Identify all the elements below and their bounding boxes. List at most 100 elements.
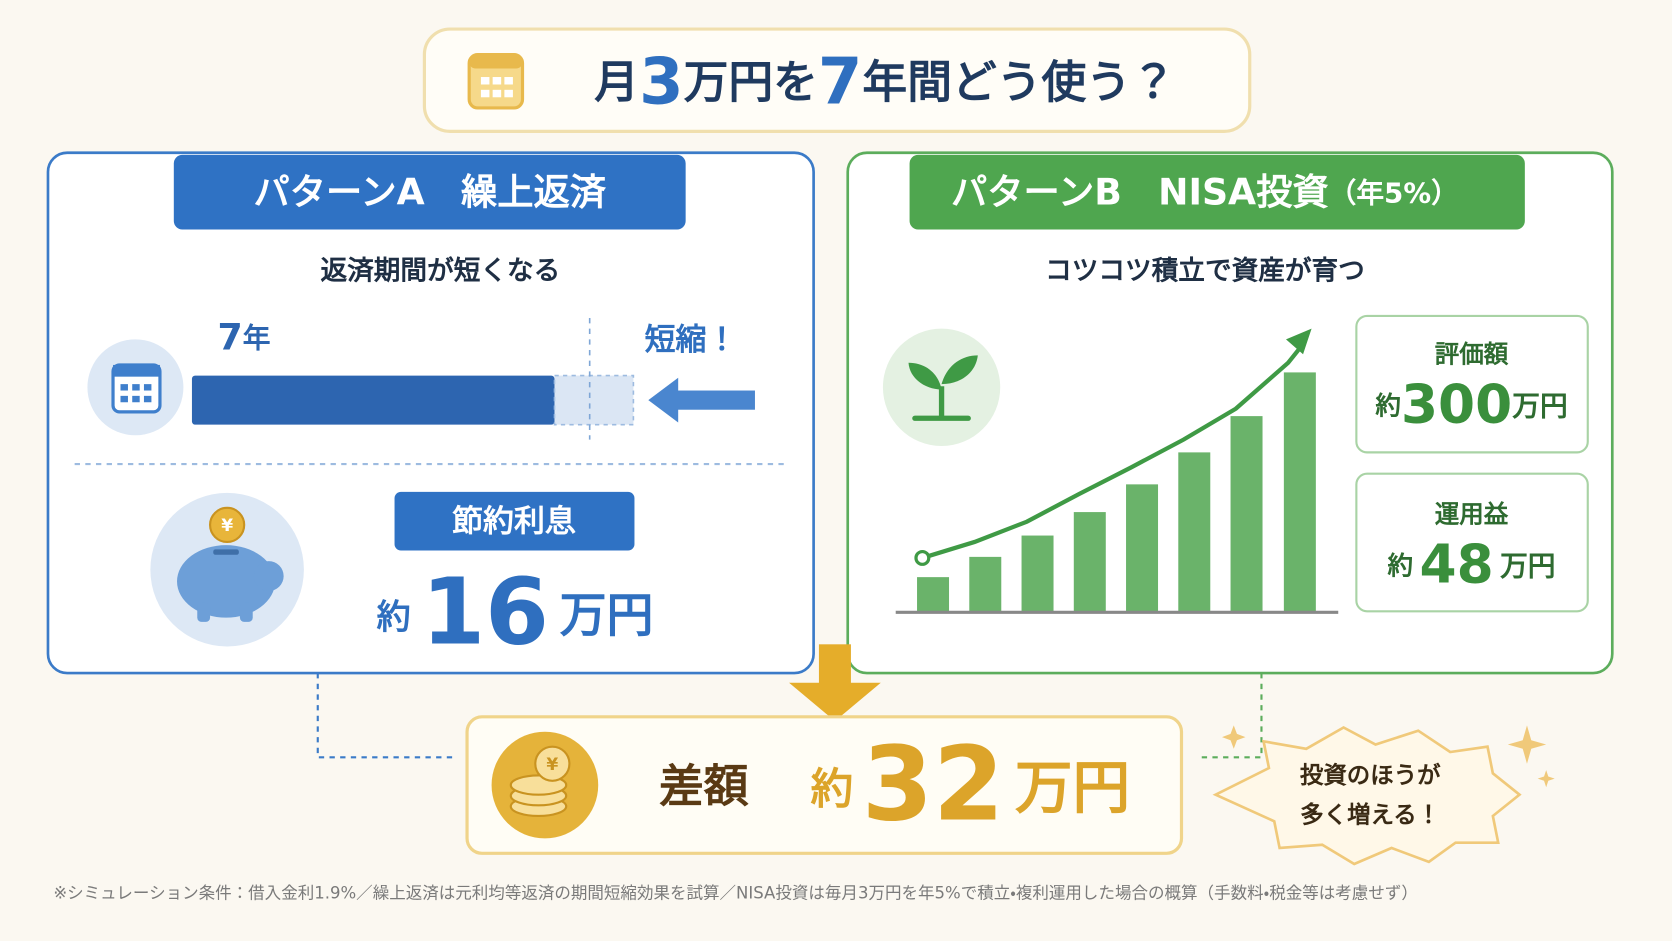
panel-a-part: ¥ [221, 516, 233, 536]
panel-a-part [648, 377, 679, 423]
card-amount: 約300万円 [1374, 373, 1567, 435]
panel-a-label: パターンA 繰上返済 [253, 170, 606, 213]
result-box-part: ¥ [546, 755, 558, 775]
panel-b-part [941, 355, 978, 385]
result-box: ¥ [465, 715, 1184, 855]
badge: 節約利息 [452, 503, 576, 539]
years: 7年 [218, 315, 271, 358]
panel-a-part [120, 395, 128, 403]
years-number: 7 [218, 315, 243, 358]
speech-bubble-part [1222, 725, 1246, 749]
years-unit: 年 [243, 321, 271, 354]
amount: 16 [421, 559, 549, 666]
result-box-part [534, 745, 571, 782]
result-unit: 万円 [1015, 754, 1130, 821]
bubble-text: 多く増える！ [1300, 800, 1440, 828]
panel-a-part [553, 374, 635, 426]
result-prefix: 約 [811, 764, 854, 814]
card-label: 評価額 [1435, 339, 1509, 368]
panel-a-part [173, 154, 686, 230]
panel-a-part [671, 390, 755, 410]
speech-bubble [1212, 725, 1555, 866]
panel-a-part [132, 395, 140, 403]
panel-b-part [969, 556, 1002, 612]
panel-b-part [1021, 535, 1054, 612]
panel-b-subtitle: コツコツ積立で資産が育つ [1045, 256, 1365, 287]
speech-bubble-part [1537, 770, 1555, 788]
result-label: 差額 [659, 759, 749, 812]
bubble-text: 投資のほうが [1300, 761, 1441, 789]
title-box-part [492, 89, 502, 98]
panel-a-part [209, 506, 246, 544]
title-box [422, 27, 1252, 134]
panel-b-part [1285, 328, 1312, 355]
panel-b [846, 151, 1614, 675]
result-box-part [465, 715, 1184, 855]
connector [316, 673, 454, 759]
panel-b-part [909, 154, 1525, 230]
panel-b-part [917, 577, 950, 612]
panel-b-part [1283, 372, 1316, 612]
speech-bubble-part [1212, 725, 1522, 866]
title-number: 7 [818, 45, 863, 119]
panel-b-label: パターンB NISA投資（年5%） [951, 170, 1459, 213]
shortened: 短縮！ [645, 322, 738, 358]
panel-a-part [191, 375, 555, 425]
title-part: 月 [594, 56, 639, 109]
saved-interest: 約 16 万円 [377, 559, 654, 666]
panel-b-part [914, 549, 931, 566]
panel-a-part [394, 491, 635, 551]
panel-a-part [239, 602, 253, 622]
title-box-part [480, 77, 490, 85]
panel-a-part [143, 395, 152, 403]
panel-b-part [1355, 314, 1589, 454]
panel-a-subtitle: 返済期間が短くなる [321, 256, 561, 287]
result-number: 32 [862, 725, 1004, 844]
title-box-part [422, 27, 1252, 134]
speech-bubble-part [1507, 725, 1547, 764]
title-part: 年間どう使う？ [862, 56, 1175, 109]
title-box-part [504, 77, 513, 85]
panel-a-part [113, 364, 160, 377]
title-part: 万円を [684, 56, 818, 109]
panel-b-title: パターンB NISA投資 [951, 170, 1329, 213]
card-prefix: 約 [1387, 551, 1414, 582]
title: 月3万円を7年間どう使う？ [594, 45, 1176, 119]
title-box-part [492, 77, 502, 85]
panel-b-part [1355, 472, 1589, 613]
panel-a-part [120, 384, 128, 391]
panel-a: ¥ [46, 151, 815, 675]
panel-b-part [908, 362, 942, 390]
title-box-part [480, 89, 490, 98]
card-amount: 約 48 万円 [1387, 533, 1556, 595]
title-box-part [504, 89, 513, 98]
amount-unit: 万円 [560, 588, 654, 643]
panel-b-part [1230, 416, 1263, 612]
card-prefix: 約 [1374, 391, 1401, 422]
result-amount: 約32 万円 [811, 725, 1130, 844]
title-number: 3 [639, 45, 684, 119]
panel-b-part [1126, 484, 1159, 612]
down-arrow-part [789, 682, 881, 722]
panel-a-part [132, 384, 140, 391]
panel-b-part [1073, 512, 1106, 612]
panel-a-part [143, 384, 152, 391]
panel-b-note: （年5%） [1329, 176, 1459, 209]
panel-a-part [253, 561, 284, 591]
panel-a-part [213, 549, 239, 555]
panel-a-part [177, 545, 276, 618]
panel-b-part [921, 345, 1303, 560]
card-label: 運用益 [1435, 499, 1509, 528]
amount-prefix: 約 [377, 597, 411, 637]
down-arrow [789, 644, 881, 722]
card-number: 48 [1420, 533, 1494, 595]
card-unit: 万円 [1512, 390, 1567, 423]
down-arrow-part [818, 644, 851, 685]
panel-a-part [197, 602, 211, 622]
panel-b-part [1178, 452, 1211, 612]
card-unit: 万円 [1500, 550, 1555, 583]
footnote: ※シミュレーション条件：借入金利1.9%／繰上返済は元利均等返済の期間短縮効果を… [53, 883, 1418, 902]
card-number: 300 [1401, 373, 1512, 435]
